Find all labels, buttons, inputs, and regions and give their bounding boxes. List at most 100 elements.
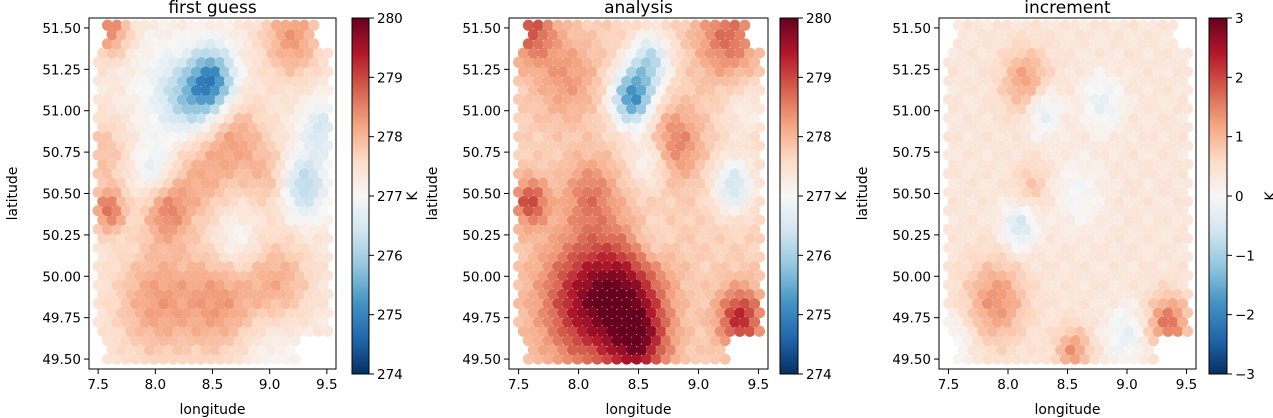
station-point <box>748 112 761 124</box>
station-point <box>527 140 539 152</box>
station-point <box>223 334 236 347</box>
station-point <box>1025 158 1038 170</box>
station-point <box>1157 149 1169 161</box>
station-point <box>1016 251 1028 263</box>
station-point <box>247 47 259 59</box>
station-point <box>694 140 707 152</box>
station-point <box>547 344 559 356</box>
station-point <box>1069 93 1081 106</box>
station-point <box>962 112 974 124</box>
station-point <box>991 168 1003 180</box>
station-point <box>1123 66 1135 78</box>
station-point <box>153 158 165 170</box>
x-tick-label: 9.0 <box>1116 377 1137 393</box>
station-point <box>571 316 584 328</box>
station-point <box>223 168 236 180</box>
station-point <box>308 130 320 143</box>
station-point <box>996 307 1008 319</box>
station-point <box>996 84 1008 96</box>
station-point <box>1147 186 1159 198</box>
station-point <box>120 93 132 106</box>
station-point <box>640 56 653 68</box>
station-point <box>635 28 648 41</box>
station-point <box>576 270 589 282</box>
station-point <box>601 93 613 106</box>
station-point <box>527 103 539 115</box>
station-point <box>981 93 994 106</box>
station-point <box>512 56 525 68</box>
station-point <box>977 66 989 78</box>
station-point <box>724 195 736 208</box>
station-point <box>621 260 633 272</box>
station-point <box>660 205 672 217</box>
station-point <box>586 195 598 208</box>
station-point <box>1147 38 1159 50</box>
station-point <box>1025 47 1038 59</box>
station-point <box>172 84 184 96</box>
station-point <box>1157 186 1169 198</box>
station-point <box>1079 279 1091 291</box>
station-point <box>1177 56 1189 68</box>
station-point <box>294 158 306 170</box>
station-point <box>744 214 756 226</box>
station-point <box>209 66 221 78</box>
station-point <box>153 66 165 78</box>
station-point <box>1079 75 1091 87</box>
station-point <box>689 75 702 87</box>
station-point <box>298 205 311 217</box>
station-point <box>576 47 589 59</box>
station-point <box>621 75 633 87</box>
station-point <box>660 279 672 291</box>
station-point <box>512 75 525 87</box>
station-point <box>1020 93 1033 106</box>
station-point <box>729 297 741 310</box>
station-point <box>111 279 123 291</box>
station-point <box>517 140 530 152</box>
station-point <box>660 260 672 272</box>
station-point <box>591 186 603 198</box>
station-point <box>284 47 296 59</box>
station-point <box>101 223 114 235</box>
station-point <box>1045 251 1057 263</box>
station-point <box>1177 168 1189 180</box>
station-point <box>1035 325 1047 337</box>
station-point <box>650 38 662 50</box>
station-point <box>205 186 217 198</box>
station-point <box>694 28 707 41</box>
station-point <box>1118 316 1130 328</box>
station-point <box>967 158 979 170</box>
station-point <box>630 56 643 68</box>
station-point <box>317 260 329 272</box>
station-point <box>650 260 662 272</box>
station-point <box>284 121 296 133</box>
station-point <box>1133 195 1145 208</box>
station-point <box>547 195 559 208</box>
station-point <box>991 279 1003 291</box>
station-point <box>581 242 594 254</box>
station-point <box>275 158 287 170</box>
station-point <box>1099 19 1111 31</box>
station-point <box>616 214 628 226</box>
station-point <box>1011 242 1023 254</box>
station-point <box>567 177 579 189</box>
station-point <box>1094 121 1106 133</box>
station-point <box>101 93 114 106</box>
station-point <box>111 316 123 328</box>
station-point <box>1006 84 1018 96</box>
station-point <box>153 232 165 245</box>
station-point <box>167 316 179 328</box>
station-point <box>298 260 311 272</box>
station-point <box>1123 325 1135 337</box>
station-point <box>1045 270 1057 282</box>
station-point <box>1099 297 1111 310</box>
station-point <box>111 168 123 180</box>
station-point <box>670 75 682 87</box>
station-point <box>289 130 301 143</box>
station-point <box>209 251 221 263</box>
station-point <box>1108 279 1120 291</box>
station-point <box>986 66 999 78</box>
x-tick-label: 7.5 <box>938 377 959 393</box>
station-point <box>596 140 608 152</box>
station-point <box>517 232 530 245</box>
station-point <box>562 56 574 68</box>
